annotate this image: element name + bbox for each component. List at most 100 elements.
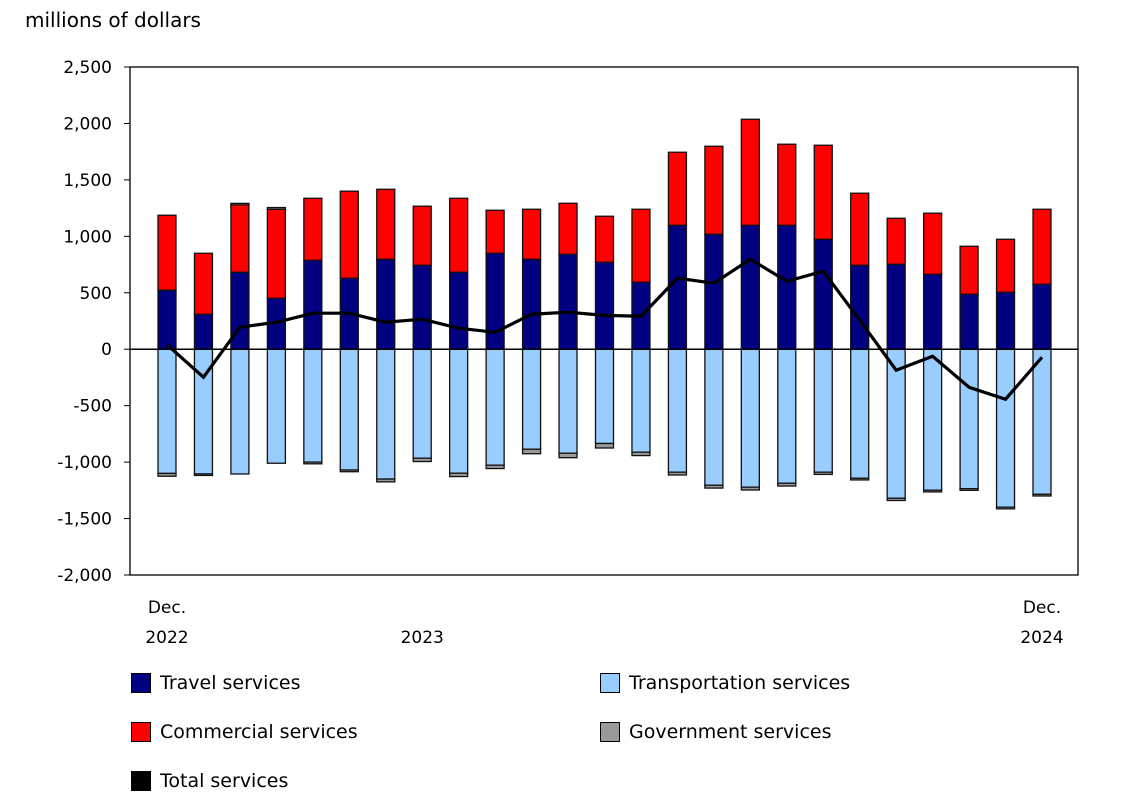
bar-travel-services — [777, 224, 797, 350]
bar-travel-services — [850, 264, 870, 350]
y-tick-label: -500 — [73, 397, 112, 417]
legend-item: Commercial services — [131, 721, 358, 743]
bar-government-services — [667, 471, 688, 476]
bar-commercial-services — [886, 217, 906, 265]
bar-transportation-services — [777, 348, 797, 484]
bar-government-services — [922, 489, 943, 493]
bar-commercial-services — [631, 208, 651, 283]
x-tick-label: Dec. — [148, 598, 186, 618]
bar-travel-services — [594, 261, 615, 350]
bar-commercial-services — [995, 238, 1016, 293]
bar-travel-services — [412, 264, 432, 350]
bar-government-services — [886, 497, 906, 502]
legend-label: Transportation services — [629, 672, 851, 694]
legend-label: Total services — [160, 770, 289, 792]
legend-swatch — [600, 722, 620, 742]
bar-travel-services — [922, 273, 943, 350]
bar-commercial-services — [777, 143, 797, 226]
bar-travel-services — [667, 224, 688, 350]
bar-transportation-services — [704, 348, 724, 486]
bar-government-services — [594, 442, 615, 449]
x-tick-label: Dec. — [1023, 598, 1061, 618]
bar-commercial-services — [959, 245, 979, 295]
legend-item: Government services — [600, 721, 832, 743]
bar-transportation-services — [631, 348, 651, 453]
bar-commercial-services — [922, 212, 943, 275]
bar-commercial-services — [485, 209, 505, 254]
y-tick-label: -2,000 — [57, 566, 112, 586]
bar-transportation-services — [157, 348, 177, 475]
legend-item: Transportation services — [600, 672, 850, 694]
bar-transportation-services — [266, 348, 287, 464]
bar-government-services — [303, 461, 323, 465]
bar-government-services — [813, 471, 833, 476]
bar-commercial-services — [157, 214, 177, 291]
bar-transportation-services — [376, 348, 396, 480]
legend-swatch — [600, 673, 620, 693]
legend-item: Total services — [131, 770, 288, 792]
bar-travel-services — [193, 313, 214, 350]
y-tick-label: -1,000 — [57, 453, 112, 473]
bar-travel-services — [521, 258, 542, 350]
y-tick-label: 500 — [80, 284, 112, 304]
bar-commercial-services — [740, 118, 760, 226]
bar-travel-services — [558, 253, 578, 350]
x-tick-label: 2022 — [145, 628, 188, 648]
y-tick-label: -1,500 — [57, 510, 112, 530]
bar-travel-services — [740, 224, 760, 350]
bar-government-services — [412, 457, 432, 463]
legend-label: Travel services — [160, 672, 301, 694]
bar-commercial-services — [193, 252, 214, 315]
bar-transportation-services — [1032, 348, 1052, 495]
bar-transportation-services — [485, 348, 505, 466]
x-tick-label: 2023 — [401, 628, 444, 648]
legend-item: Travel services — [131, 672, 300, 694]
y-tick-label: 0 — [101, 340, 112, 360]
bar-government-services — [850, 477, 870, 481]
bar-transportation-services — [230, 348, 250, 475]
bar-government-services — [449, 472, 469, 478]
y-tick-label: 2,500 — [63, 58, 112, 78]
bar-transportation-services — [740, 348, 760, 488]
bar-government-services — [339, 469, 359, 473]
bar-government-services — [740, 486, 760, 491]
bar-government-services — [230, 202, 250, 206]
chart-svg: millions of dollars 2,500 2,000 1,500 1,000… — [25, 8, 1079, 648]
bar-commercial-services — [230, 203, 250, 273]
y-tick-label: 1,500 — [63, 171, 112, 191]
bar-commercial-services — [376, 188, 396, 260]
bar-commercial-services — [339, 190, 359, 279]
bar-commercial-services — [266, 208, 287, 299]
bar-government-services — [558, 452, 578, 459]
bar-travel-services — [1032, 283, 1052, 350]
bar-commercial-services — [667, 151, 688, 226]
bar-travel-services — [995, 291, 1016, 350]
x-tick-label: 2024 — [1020, 628, 1063, 648]
bar-transportation-services — [959, 348, 979, 490]
legend-swatch — [131, 771, 151, 791]
y-tick-label: 1,000 — [63, 227, 112, 247]
bar-government-services — [704, 484, 724, 489]
bar-government-services — [157, 472, 177, 477]
bar-transportation-services — [558, 348, 578, 454]
bar-transportation-services — [813, 348, 833, 473]
legend-label: Commercial services — [160, 721, 358, 743]
bar-commercial-services — [558, 202, 578, 255]
bar-travel-services — [959, 293, 979, 350]
bar-commercial-services — [594, 215, 615, 263]
bar-commercial-services — [412, 205, 432, 266]
bar-commercial-services — [850, 192, 870, 266]
bar-government-services — [521, 448, 542, 455]
bar-transportation-services — [594, 348, 615, 445]
bar-transportation-services — [449, 348, 469, 474]
bar-transportation-services — [412, 348, 432, 459]
bar-transportation-services — [922, 348, 943, 491]
bar-travel-services — [157, 289, 177, 350]
bar-transportation-services — [339, 348, 359, 471]
plot-frame — [129, 66, 1079, 576]
bar-travel-services — [449, 271, 469, 350]
bar-government-services — [995, 506, 1016, 510]
bar-transportation-services — [850, 348, 870, 479]
bar-transportation-services — [995, 348, 1016, 508]
